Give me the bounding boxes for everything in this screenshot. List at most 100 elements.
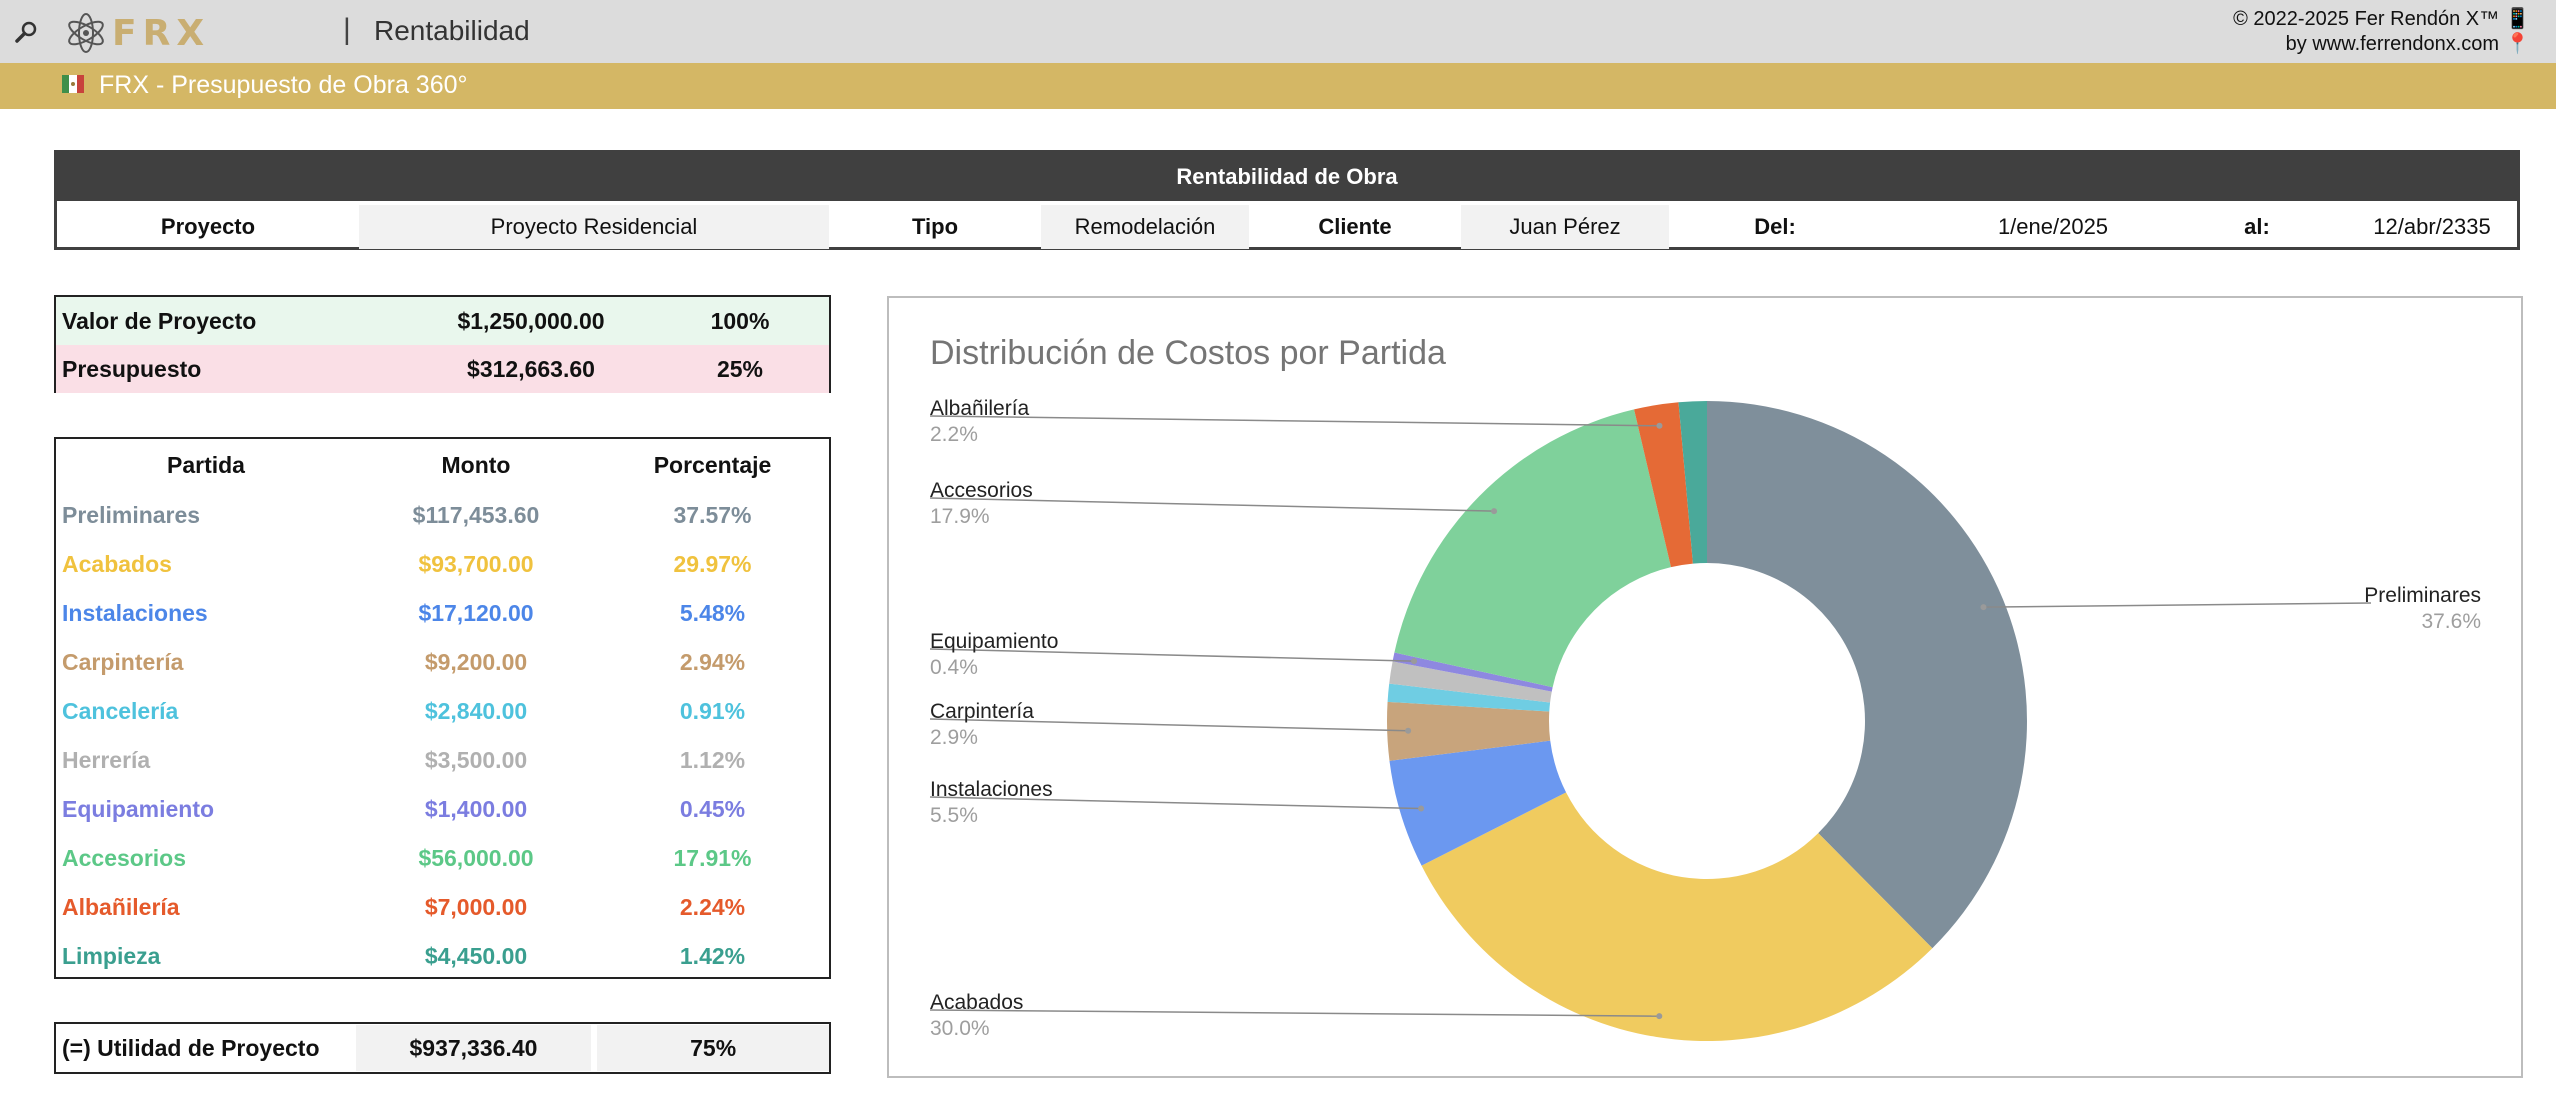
partida-name: Herrería xyxy=(62,747,151,773)
utilidad-amount: $937,336.40 xyxy=(355,1025,592,1071)
leader-dot xyxy=(1980,604,1987,611)
pin-icon: 📍 xyxy=(2505,33,2530,55)
slice-label-name: Equipamiento xyxy=(930,630,1059,653)
slice-label: Albañilería 2.2% xyxy=(930,396,1029,448)
tipo-value[interactable]: Remodelación xyxy=(1041,205,1249,249)
website-link[interactable]: by www.ferrendonx.com xyxy=(2285,33,2500,55)
leader-line xyxy=(929,415,1660,427)
leader-dot xyxy=(1411,658,1418,665)
frx-logo[interactable]: FRX xyxy=(66,6,210,60)
partida-pct: 37.57% xyxy=(673,502,752,528)
valor-pct: 100% xyxy=(710,307,770,334)
partida-name: Equipamiento xyxy=(62,796,215,822)
partida-name: Cancelería xyxy=(62,698,179,724)
partida-header: Partida xyxy=(167,451,245,478)
partida-name: Acabados xyxy=(62,551,172,577)
partida-row: Albañilería $7,000.00 2.24% xyxy=(56,883,829,932)
partida-row: Limpieza $4,450.00 1.42% xyxy=(56,932,829,981)
partida-row: Equipamiento $1,400.00 0.45% xyxy=(56,785,829,834)
al-label: al: xyxy=(2244,214,2270,239)
proyecto-value[interactable]: Proyecto Residencial xyxy=(359,205,829,249)
leader-dot xyxy=(1405,727,1412,734)
slice-label-name: Albañilería xyxy=(930,397,1030,420)
slice-albañilería[interactable] xyxy=(1634,402,1693,568)
slice-cancelería[interactable] xyxy=(1387,683,1551,712)
utilidad-row: (=) Utilidad de Proyecto $937,336.40 75% xyxy=(54,1022,831,1074)
partida-amount[interactable]: $4,450.00 xyxy=(424,943,528,969)
slice-carpintería[interactable] xyxy=(1387,701,1551,761)
utilidad-pct: 75% xyxy=(597,1025,829,1071)
partida-name: Albañilería xyxy=(62,894,180,920)
partida-amount[interactable]: $7,000.00 xyxy=(424,894,528,920)
presupuesto-label: Presupuesto xyxy=(62,355,202,382)
partida-amount[interactable]: $2,840.00 xyxy=(424,698,528,724)
slice-label-pct: 5.5% xyxy=(930,804,978,827)
fecha-inicio-value[interactable]: 1/ene/2025 xyxy=(1997,214,2109,239)
slice-label: Instalaciones 5.5% xyxy=(930,777,1053,829)
slice-label: Accesorios 17.9% xyxy=(930,478,1033,530)
slice-label-pct: 0.4% xyxy=(930,656,978,679)
monto-header: Monto xyxy=(441,451,511,478)
partida-row: Acabados $93,700.00 29.97% xyxy=(56,540,829,589)
partida-pct: 0.45% xyxy=(679,796,746,822)
slice-label-pct: 30.0% xyxy=(930,1017,990,1040)
phone-icon: 📱 xyxy=(2505,8,2530,30)
slice-instalaciones[interactable] xyxy=(1389,740,1567,866)
partida-row: Herrería $3,500.00 1.12% xyxy=(56,736,829,785)
fecha-fin-value[interactable]: 12/abr/2335 xyxy=(2373,214,2491,239)
partida-amount[interactable]: $117,453.60 xyxy=(412,502,540,528)
slice-herrería[interactable] xyxy=(1389,661,1552,703)
slice-label-pct: 37.6% xyxy=(2421,610,2481,633)
partida-amount[interactable]: $9,200.00 xyxy=(424,649,528,675)
chart-title: Distribución de Costos por Partida xyxy=(930,334,1446,372)
top-bar: FRX | Rentabilidad © 2022-2025 Fer Rendó… xyxy=(0,0,2556,63)
copyright-block: © 2022-2025 Fer Rendón X™ 📱 by www.ferren… xyxy=(2233,7,2530,57)
slice-limpieza[interactable] xyxy=(1678,401,1707,564)
partida-pct: 29.97% xyxy=(673,551,752,577)
slice-label-pct: 2.9% xyxy=(930,726,978,749)
partida-amount[interactable]: $3,500.00 xyxy=(424,747,528,773)
valor-amount[interactable]: $1,250,000.00 xyxy=(457,307,605,334)
partida-amount[interactable]: $17,120.00 xyxy=(418,600,534,626)
slice-label-name: Accesorios xyxy=(930,479,1033,502)
partida-row: Accesorios $56,000.00 17.91% xyxy=(56,834,829,883)
cliente-value[interactable]: Juan Pérez xyxy=(1461,205,1669,249)
title-separator: | xyxy=(343,13,351,46)
leader-line xyxy=(929,796,1422,810)
partida-amount[interactable]: $93,700.00 xyxy=(418,551,534,577)
utilidad-label: (=) Utilidad de Proyecto xyxy=(62,1034,320,1061)
slice-label: Carpintería 2.9% xyxy=(930,699,1034,751)
page-title: Rentabilidad xyxy=(374,15,530,46)
partida-row: Carpintería $9,200.00 2.94% xyxy=(56,638,829,687)
partida-pct: 5.48% xyxy=(679,600,746,626)
partida-name: Limpieza xyxy=(62,943,161,969)
search-icon[interactable] xyxy=(12,18,40,46)
leader-line xyxy=(929,718,1409,732)
slice-label-name: Acabados xyxy=(930,991,1024,1014)
valor-label: Valor de Proyecto xyxy=(62,307,257,334)
partida-name: Instalaciones xyxy=(62,600,208,626)
partidas-body: Preliminares $117,453.60 37.57% Acabados $93… xyxy=(56,491,829,981)
porcentaje-header: Porcentaje xyxy=(653,451,772,478)
cost-distribution-chart[interactable]: Distribución de Costos por Partida Preli… xyxy=(887,296,2523,1078)
sheet-name[interactable]: FRX - Presupuesto de Obra 360° xyxy=(99,71,468,99)
copyright-text: © 2022-2025 Fer Rendón X™ xyxy=(2233,8,2500,30)
tipo-label: Tipo xyxy=(911,214,959,239)
partida-name: Accesorios xyxy=(62,845,187,871)
leader-dot xyxy=(1656,1013,1663,1020)
slice-equipamiento[interactable] xyxy=(1392,652,1553,692)
partida-row: Cancelería $2,840.00 0.91% xyxy=(56,687,829,736)
slice-accesorios[interactable] xyxy=(1394,409,1671,688)
partida-amount[interactable]: $56,000.00 xyxy=(418,845,534,871)
partida-amount[interactable]: $1,400.00 xyxy=(424,796,528,822)
slice-label: Preliminares 37.6% xyxy=(2364,583,2481,635)
slice-acabados[interactable] xyxy=(1421,792,1933,1041)
presupuesto-pct: 25% xyxy=(716,355,764,382)
mexico-flag-icon xyxy=(62,75,84,93)
slice-preliminares[interactable] xyxy=(1707,401,2028,949)
donut-chart[interactable] xyxy=(889,298,2521,1076)
logo-text: FRX xyxy=(112,12,211,54)
partida-pct: 1.42% xyxy=(679,943,746,969)
slice-label-name: Preliminares xyxy=(2364,584,2481,607)
slice-label: Acabados 30.0% xyxy=(930,990,1023,1042)
